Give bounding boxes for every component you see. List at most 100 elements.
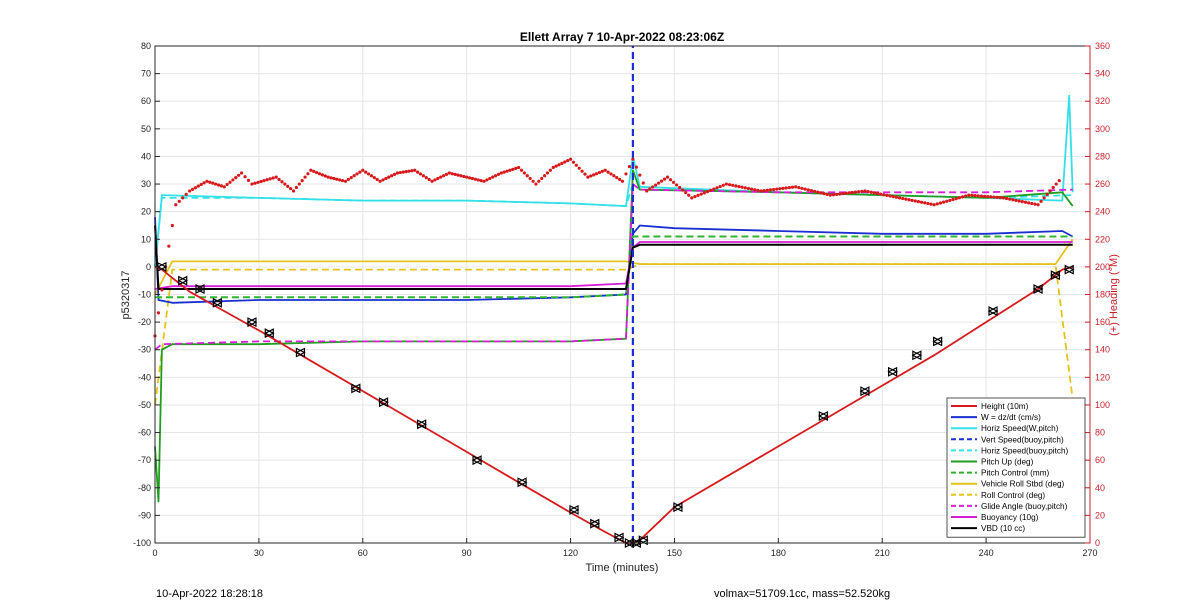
heading-point — [627, 164, 632, 169]
heading-point — [681, 188, 685, 192]
heading-point — [378, 179, 382, 183]
heading-point — [825, 192, 829, 196]
heading-point — [548, 168, 552, 172]
y-tick-label: 10 — [141, 234, 151, 244]
heading-point — [609, 172, 613, 176]
heading-point — [1042, 196, 1046, 200]
y-tick-label: 40 — [141, 151, 151, 161]
heading-point — [841, 191, 845, 196]
heading-point — [651, 185, 655, 189]
heading-point — [1030, 201, 1034, 206]
heading-point — [740, 185, 744, 189]
heading-point — [346, 177, 350, 182]
heading-point — [951, 197, 955, 202]
legend-label: Pitch Up (deg) — [981, 458, 1034, 467]
heading-point — [542, 174, 547, 178]
x-tick-label: 0 — [152, 548, 157, 558]
heading-point — [439, 175, 443, 179]
y-tick-label: -40 — [138, 372, 151, 382]
heading-point — [860, 189, 864, 193]
height-marker — [471, 455, 483, 466]
footer-info: volmax=51709.1cc, mass=52.520kg — [714, 588, 891, 600]
heading-point — [563, 160, 567, 164]
heading-point — [885, 193, 889, 197]
heading-point — [231, 178, 235, 182]
heading-point — [749, 187, 754, 191]
heading-point — [306, 172, 310, 176]
heading-point — [262, 179, 266, 183]
height-marker — [613, 532, 625, 543]
heading-point — [580, 169, 584, 173]
heading-point — [662, 177, 667, 181]
heading-point — [929, 202, 933, 206]
heading-point — [433, 178, 437, 182]
heading-point — [904, 197, 908, 201]
heading-point — [618, 177, 622, 182]
heading-point — [410, 169, 414, 173]
heading-point — [1048, 189, 1052, 193]
heading-point — [583, 172, 587, 176]
heading-point — [294, 185, 299, 190]
y-tick-label: -20 — [138, 317, 151, 327]
heading-point — [819, 191, 823, 195]
heading-point — [724, 182, 728, 186]
heading-point — [781, 186, 785, 190]
heading-point — [540, 176, 544, 181]
heading-point — [459, 174, 463, 178]
heading-point — [545, 171, 550, 175]
heading-point — [566, 158, 570, 163]
heading-point — [427, 177, 431, 182]
heading-point — [1014, 198, 1018, 202]
heading-point — [312, 169, 316, 174]
height-marker — [589, 518, 601, 529]
heading-point — [340, 179, 345, 183]
x-tick-label: 240 — [979, 548, 994, 558]
heading-point — [1027, 201, 1031, 205]
heading-point — [800, 186, 804, 190]
heading-point — [671, 180, 676, 184]
heading-point — [315, 170, 319, 175]
heading-point — [253, 181, 257, 185]
heading-point — [1036, 203, 1040, 207]
heading-point — [259, 179, 263, 184]
heading-point — [441, 174, 446, 178]
heading-point — [372, 176, 376, 180]
heading-point — [1051, 185, 1055, 190]
height-marker — [987, 306, 999, 317]
height-marker — [1032, 284, 1044, 294]
legend-label: VBD (10 cc) — [981, 524, 1025, 533]
heading-point — [355, 172, 359, 176]
heading-point — [485, 178, 489, 182]
y-right-tick-label: 340 — [1095, 69, 1110, 79]
heading-point — [869, 190, 873, 194]
heading-point — [989, 195, 993, 199]
heading-point — [797, 185, 801, 190]
heading-point — [828, 193, 832, 197]
legend-label: Horiz Speed(buoy,pitch) — [981, 446, 1068, 455]
y-right-tick-label: 280 — [1095, 151, 1110, 161]
y-tick-label: 60 — [141, 96, 151, 106]
x-tick-label: 30 — [254, 548, 264, 558]
x-axis-label: Time (minutes) — [586, 562, 659, 574]
heading-point — [508, 168, 512, 172]
heading-point — [387, 175, 391, 179]
series-layer — [153, 46, 1074, 544]
heading-point — [634, 165, 638, 169]
heading-point — [1001, 196, 1006, 200]
heading-point — [208, 180, 212, 184]
heading-point — [502, 170, 506, 174]
heading-point — [838, 192, 842, 196]
heading-point — [938, 201, 943, 205]
heading-point — [872, 191, 876, 195]
heading-point — [612, 174, 616, 178]
heading-point — [866, 189, 870, 194]
heading-point — [447, 171, 451, 175]
heading-point — [430, 179, 434, 183]
heading-point — [979, 194, 983, 198]
heading-point — [499, 171, 503, 175]
x-tick-label: 210 — [875, 548, 890, 558]
heading-point — [222, 185, 226, 189]
heading-point — [597, 170, 602, 175]
heading-point — [1020, 200, 1024, 204]
heading-point — [654, 183, 658, 187]
